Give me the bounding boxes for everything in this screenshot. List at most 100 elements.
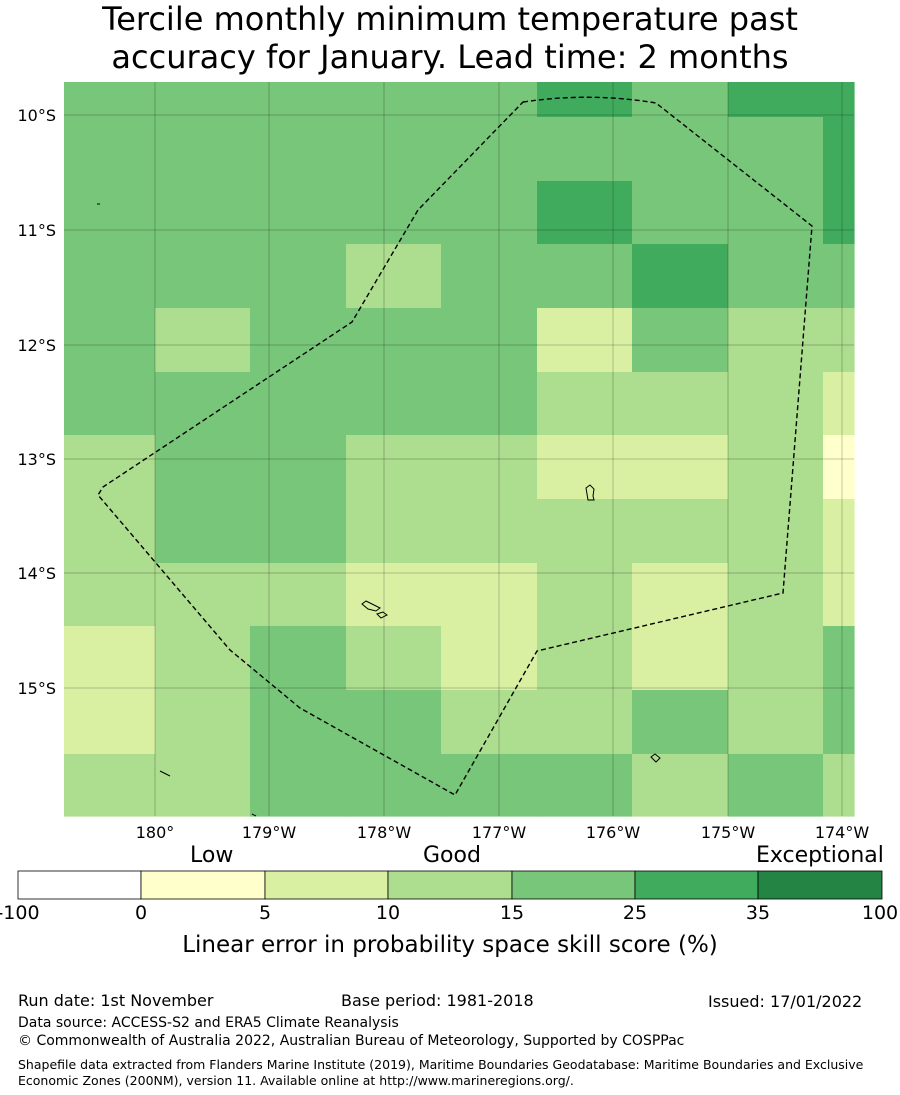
- colorbar-segment: [17, 870, 142, 900]
- colorbar-segment: [140, 870, 266, 900]
- skill-cell: [64, 244, 156, 309]
- skill-cell: [155, 181, 251, 245]
- colorbar-segment: [634, 870, 759, 900]
- skill-cell: [537, 754, 633, 817]
- skill-cell: [346, 754, 442, 817]
- skill-cell: [632, 308, 729, 373]
- skill-cell: [728, 754, 824, 817]
- base-period: Base period: 1981-2018: [341, 991, 534, 1010]
- colorbar-segment: [757, 870, 883, 900]
- skill-cell: [346, 117, 442, 182]
- skill-cell: [64, 117, 156, 182]
- colorbar: [17, 870, 883, 900]
- skill-grid: [64, 82, 855, 817]
- skill-cell: [441, 435, 538, 500]
- skill-cell: [250, 117, 347, 182]
- longitude-label: 176°W: [586, 823, 641, 842]
- skill-cell: [64, 690, 156, 755]
- skill-cell: [632, 117, 729, 182]
- run-date: Run date: 1st November: [18, 991, 214, 1010]
- colorbar-tick: 15: [499, 902, 525, 924]
- colorbar-tick: 100: [861, 902, 899, 924]
- skill-cell: [441, 499, 538, 564]
- skill-cell: [728, 117, 824, 182]
- skill-cell: [64, 754, 156, 817]
- skill-cell: [250, 626, 347, 691]
- skill-cell: [823, 626, 855, 691]
- skill-cell: [346, 435, 442, 500]
- skill-cell: [250, 372, 347, 436]
- skill-cell: [632, 499, 729, 564]
- islet-c: [159, 770, 171, 777]
- skill-cell: [537, 117, 633, 182]
- colorbar-label: Linear error in probability space skill …: [182, 932, 718, 958]
- skill-cell: [250, 308, 347, 373]
- skill-cell: [64, 308, 156, 373]
- skill-cell: [537, 690, 633, 755]
- skill-cell: [632, 372, 729, 436]
- skill-cell: [155, 117, 251, 182]
- skill-cell: [728, 626, 824, 691]
- skill-cell: [346, 499, 442, 564]
- skill-cell: [632, 435, 729, 500]
- skill-cell: [823, 244, 855, 309]
- data-source: Data source: ACCESS-S2 and ERA5 Climate …: [18, 1015, 399, 1031]
- skill-cell: [64, 82, 156, 118]
- copyright: © Commonwealth of Australia 2022, Austra…: [18, 1033, 685, 1049]
- islet-e: [251, 813, 257, 817]
- skill-cell: [155, 626, 251, 691]
- skill-cell: [537, 244, 633, 309]
- skill-cell: [441, 372, 538, 436]
- skill-cell: [441, 82, 538, 118]
- issued-date: Issued: 17/01/2022: [708, 992, 863, 1011]
- skill-cell: [155, 435, 251, 500]
- colorbar-tick: 35: [745, 902, 771, 924]
- skill-cell: [346, 563, 442, 627]
- skill-cell: [346, 372, 442, 436]
- skill-cell: [728, 690, 824, 755]
- skill-cell: [441, 563, 538, 627]
- skill-cell: [632, 244, 729, 309]
- skill-cell: [728, 181, 824, 245]
- skill-cell: [64, 181, 156, 245]
- skill-cell: [64, 563, 156, 627]
- island-upolu: [361, 600, 381, 612]
- skill-cell: [441, 181, 538, 245]
- skill-cell: [250, 244, 347, 309]
- skill-cell: [632, 626, 729, 691]
- skill-cell: [537, 435, 633, 500]
- skill-cell: [823, 82, 855, 118]
- colorbar-tick: 10: [375, 902, 401, 924]
- skill-cell: [250, 82, 347, 118]
- latitude-label: 15°S: [17, 679, 56, 698]
- skill-cell: [155, 372, 251, 436]
- skill-cell: [346, 181, 442, 245]
- skill-cell: [823, 499, 855, 564]
- skill-cell: [728, 499, 824, 564]
- skill-cell: [250, 181, 347, 245]
- title-line-2: accuracy for January. Lead time: 2 month…: [111, 38, 789, 76]
- island-b: [650, 753, 661, 763]
- skill-cell: [346, 308, 442, 373]
- latitude-label: 11°S: [17, 221, 56, 240]
- skill-cell: [64, 626, 156, 691]
- skill-cell: [632, 82, 729, 118]
- skill-cell: [823, 754, 855, 817]
- colorbar-category-exceptional: Exceptional: [756, 843, 884, 868]
- skill-cell: [537, 372, 633, 436]
- colorbar-segment: [511, 870, 636, 900]
- eez-boundary: [97, 96, 813, 796]
- skill-cell: [441, 117, 538, 182]
- longitude-labels: 180° 179°W 178°W 177°W 176°W 175°W 174°W: [136, 823, 870, 842]
- skill-cell: [823, 435, 855, 500]
- skill-cell: [537, 181, 633, 245]
- latitude-label: 10°S: [17, 106, 56, 125]
- skill-cell: [346, 626, 442, 691]
- skill-cell: [823, 372, 855, 436]
- skill-cell: [632, 563, 729, 627]
- colorbar-category-low: Low: [190, 843, 234, 868]
- graticule: [64, 82, 854, 816]
- colorbar-segment: [387, 870, 513, 900]
- skill-cell: [537, 499, 633, 564]
- latitude-label: 12°S: [17, 336, 56, 355]
